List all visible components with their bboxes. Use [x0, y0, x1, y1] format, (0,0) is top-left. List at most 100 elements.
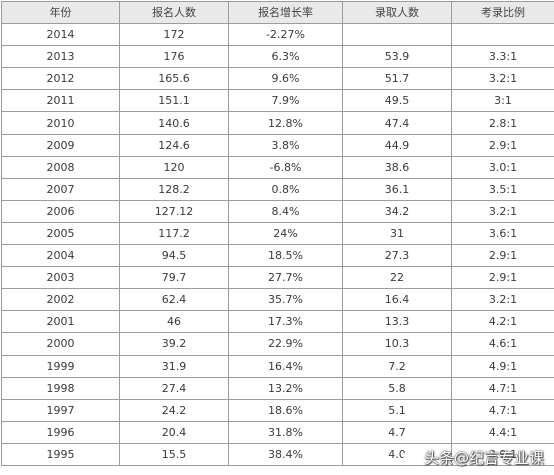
- table-row: 1997 24.2 18.6% 5.1 4.7:1: [1, 398, 554, 422]
- cell-admitted: 49.5: [342, 89, 452, 113]
- table-header: 年份 报名人数 报名增长率 录取人数 考录比例: [1, 0, 554, 25]
- cell-applicants: 176: [119, 45, 229, 69]
- chat-bubble-icon: [403, 450, 421, 464]
- cell-ratio: 3.5:1: [451, 177, 554, 201]
- cell-growth-rate: 13.2%: [228, 376, 343, 400]
- cell-applicants: 94.5: [119, 244, 229, 268]
- cell-applicants: 46: [119, 310, 229, 334]
- cell-ratio: 4.6:1: [451, 332, 554, 356]
- header-admitted: 录取人数: [342, 0, 452, 25]
- cell-applicants: 140.6: [119, 111, 229, 135]
- cell-growth-rate: 3.8%: [228, 133, 343, 157]
- cell-admitted: [342, 23, 452, 47]
- cell-growth-rate: 9.6%: [228, 67, 343, 91]
- table-row: 1999 31.9 16.4% 7.2 4.9:1: [1, 354, 554, 378]
- cell-year: 2009: [1, 133, 120, 157]
- header-row: 年份 报名人数 报名增长率 录取人数 考录比例: [1, 0, 554, 25]
- table-row: 2006 127.12 8.4% 34.2 3.2:1: [1, 199, 554, 223]
- table-row: 2012 165.6 9.6% 51.7 3.2:1: [1, 67, 554, 91]
- cell-growth-rate: 27.7%: [228, 266, 343, 290]
- cell-ratio: 3.9:1: [451, 442, 554, 466]
- cell-ratio: 4.4:1: [451, 420, 554, 444]
- watermark-text: 头条@纪言专业课: [423, 448, 544, 467]
- cell-year: 2001: [1, 310, 120, 334]
- table-row: 2001 46 17.3% 13.3 4.2:1: [1, 310, 554, 334]
- table-row: 2013 176 6.3% 53.9 3.3:1: [1, 45, 554, 69]
- cell-applicants: 124.6: [119, 133, 229, 157]
- cell-applicants: 27.4: [119, 376, 229, 400]
- cell-ratio: 4.7:1: [451, 376, 554, 400]
- cell-ratio: 3.2:1: [451, 288, 554, 312]
- cell-applicants: 39.2: [119, 332, 229, 356]
- cell-admitted: 10.3: [342, 332, 452, 356]
- cell-ratio: 3.2:1: [451, 199, 554, 223]
- cell-applicants: 117.2: [119, 221, 229, 246]
- table-row: 2011 151.1 7.9% 49.5 3:1: [1, 89, 554, 113]
- cell-applicants: 151.1: [119, 89, 229, 113]
- cell-applicants: 62.4: [119, 288, 229, 312]
- cell-admitted: 36.1: [342, 177, 452, 201]
- table-row: 2009 124.6 3.8% 44.9 2.9:1: [1, 133, 554, 157]
- table-row: 2010 140.6 12.8% 47.4 2.8:1: [1, 111, 554, 135]
- cell-ratio: 3.2:1: [451, 67, 554, 91]
- cell-admitted: 22: [342, 266, 452, 290]
- cell-year: 2003: [1, 266, 120, 290]
- cell-ratio: 3:1: [451, 89, 554, 113]
- cell-ratio: 3.0:1: [451, 155, 554, 179]
- watermark: 头条@纪言专业课: [403, 445, 544, 469]
- cell-admitted: 38.6: [342, 155, 452, 179]
- cell-year: 2014: [1, 23, 120, 47]
- cell-ratio: 4.7:1: [451, 398, 554, 422]
- cell-growth-rate: 38.4%: [228, 442, 343, 466]
- table-row: 2014 172 -2.27%: [1, 23, 554, 47]
- cell-growth-rate: 16.4%: [228, 354, 343, 378]
- cell-growth-rate: 18.5%: [228, 244, 343, 268]
- cell-applicants: 172: [119, 23, 229, 47]
- cell-year: 1995: [1, 442, 120, 466]
- cell-applicants: 128.2: [119, 177, 229, 201]
- cell-growth-rate: 6.3%: [228, 45, 343, 69]
- cell-growth-rate: 8.4%: [228, 199, 343, 223]
- cell-year: 1996: [1, 420, 120, 444]
- cell-admitted: 31: [342, 221, 452, 246]
- cell-ratio: 2.9:1: [451, 244, 554, 268]
- cell-year: 2002: [1, 288, 120, 312]
- cell-admitted: 4.7: [342, 420, 452, 444]
- cell-growth-rate: 31.8%: [228, 420, 343, 444]
- cell-admitted: 7.2: [342, 354, 452, 378]
- cell-applicants: 120: [119, 155, 229, 179]
- cell-growth-rate: 0.8%: [228, 177, 343, 201]
- cell-admitted: 47.4: [342, 111, 452, 135]
- cell-year: 2013: [1, 45, 120, 69]
- table-row: 2007 128.2 0.8% 36.1 3.5:1: [1, 177, 554, 201]
- cell-growth-rate: 35.7%: [228, 288, 343, 312]
- cell-ratio: 4.9:1: [451, 354, 554, 378]
- cell-year: 2011: [1, 89, 120, 113]
- cell-year: 2008: [1, 155, 120, 179]
- cell-admitted: 5.8: [342, 376, 452, 400]
- cell-year: 2007: [1, 177, 120, 201]
- cell-admitted: 34.2: [342, 199, 452, 223]
- cell-admitted: 13.3: [342, 310, 452, 334]
- table-row: 2000 39.2 22.9% 10.3 4.6:1: [1, 332, 554, 356]
- table-row: 1995 15.5 38.4% 4.0 3.9:1: [1, 442, 554, 466]
- cell-growth-rate: -2.27%: [228, 23, 343, 47]
- cell-growth-rate: 22.9%: [228, 332, 343, 356]
- cell-admitted: 5.1: [342, 398, 452, 422]
- cell-applicants: 20.4: [119, 420, 229, 444]
- header-applicants: 报名人数: [119, 0, 229, 25]
- cell-year: 2006: [1, 199, 120, 223]
- table-row: 2008 120 -6.8% 38.6 3.0:1: [1, 155, 554, 179]
- cell-admitted: 44.9: [342, 133, 452, 157]
- table-row: 2005 117.2 24% 31 3.6:1: [1, 221, 554, 246]
- cell-applicants: 15.5: [119, 442, 229, 466]
- cell-year: 1998: [1, 376, 120, 400]
- cell-ratio: 2.9:1: [451, 266, 554, 290]
- cell-year: 2004: [1, 244, 120, 268]
- table-row: 1996 20.4 31.8% 4.7 4.4:1: [1, 420, 554, 444]
- cell-ratio: 3.3:1: [451, 45, 554, 69]
- cell-growth-rate: 18.6%: [228, 398, 343, 422]
- header-year: 年份: [1, 0, 120, 25]
- cell-applicants: 165.6: [119, 67, 229, 91]
